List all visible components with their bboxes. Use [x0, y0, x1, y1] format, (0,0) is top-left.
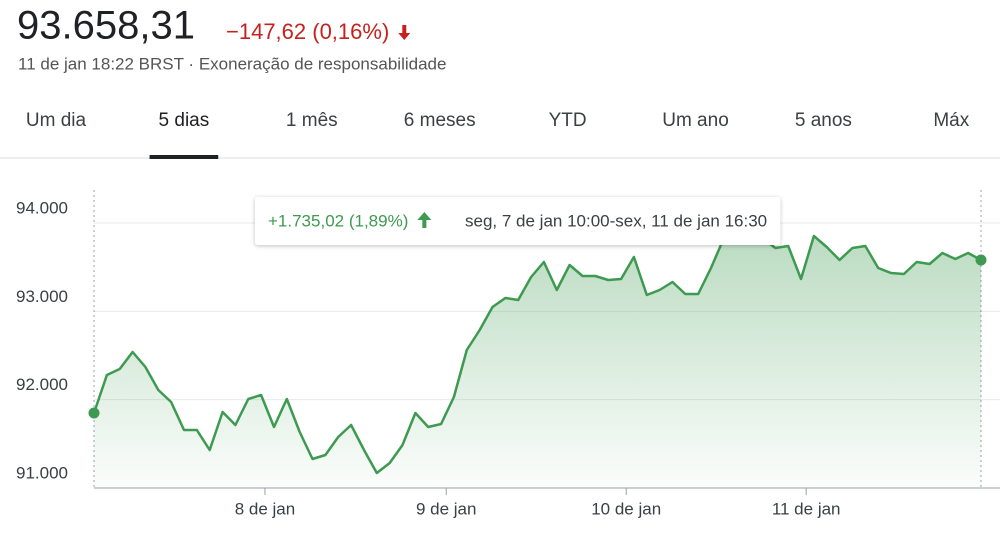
tooltip-box: [255, 197, 781, 245]
tab[interactable]: Um dia: [26, 110, 87, 131]
x-tick-label: 9 de jan: [416, 499, 477, 518]
tab-underline: [149, 155, 219, 159]
y-tick-label: 91.000: [16, 463, 68, 482]
x-tick-label: 8 de jan: [235, 499, 296, 518]
tab[interactable]: Máx: [933, 110, 969, 131]
y-tick-label: 92.000: [16, 375, 68, 394]
area-fill: [94, 236, 981, 488]
price-change: −147,62 (0,16%): [226, 19, 389, 44]
x-tick-label: 11 de jan: [772, 499, 841, 518]
endpoint-dot: [975, 254, 987, 266]
price-line: [92, 234, 982, 475]
tooltip: +1.735,02 (1,89%) seg, 7 de jan 10:00-se…: [255, 197, 781, 245]
tab-bar: Um dia 5 dias 1 mês 6 meses YTD Um ano 5 anos M…: [26, 110, 970, 159]
subtitle: 11 de jan 18:22 BRST · Exoneração de res…: [18, 54, 446, 73]
up-arrow-icon: [417, 212, 432, 228]
plot-area: 91.000 92.000 93.000 94.000 8 de jan 9 de jan…: [16, 190, 1000, 518]
tooltip-range: seg, 7 de jan 10:00-sex, 11 de jan 16:30: [465, 211, 767, 230]
price: 93.658,31: [17, 4, 195, 48]
tab[interactable]: Um ano: [662, 110, 729, 131]
down-arrow-icon: [398, 25, 411, 40]
y-tick-label: 94.000: [16, 198, 68, 217]
x-tick-label: 10 de jan: [591, 499, 661, 518]
y-tick-label: 93.000: [16, 287, 68, 306]
tab[interactable]: 1 mês: [286, 110, 338, 131]
endpoint-dot: [88, 407, 100, 419]
tab[interactable]: 6 meses: [404, 110, 476, 131]
tab[interactable]: 5 dias: [159, 110, 210, 131]
tab[interactable]: YTD: [549, 110, 587, 131]
tab[interactable]: 5 anos: [795, 110, 852, 131]
tooltip-change: +1.735,02 (1,89%): [268, 211, 408, 230]
